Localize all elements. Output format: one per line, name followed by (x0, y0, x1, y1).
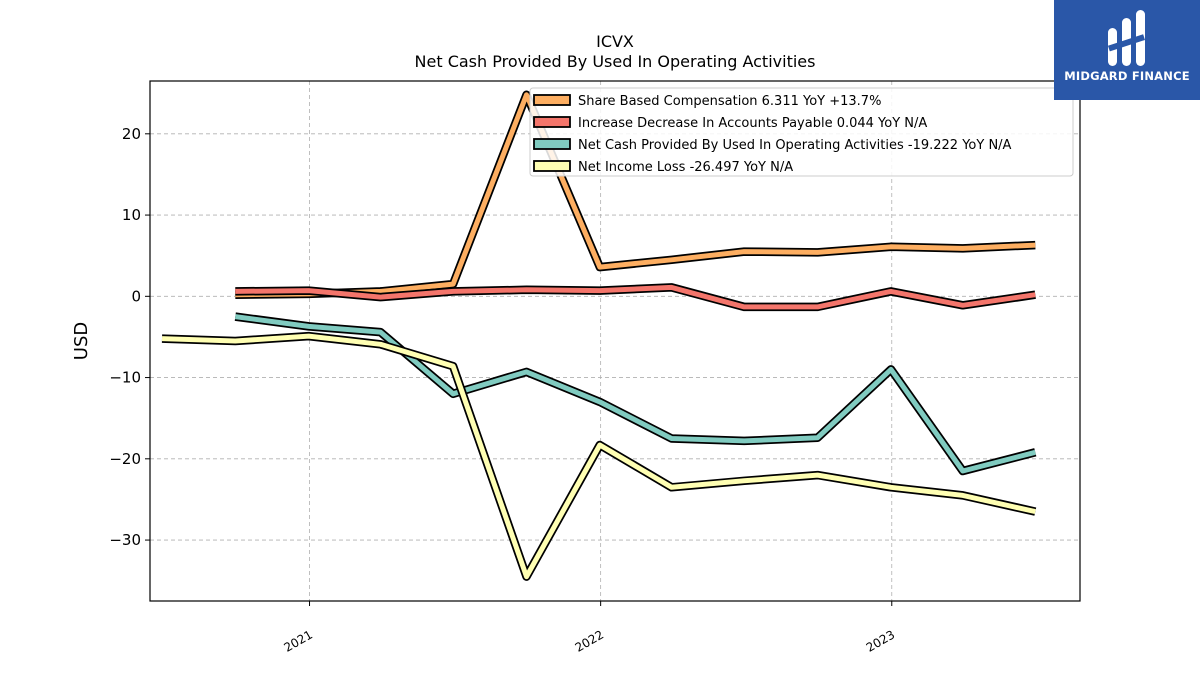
series-net-cash-provided-by-used-in-operating-activities (234, 312, 1037, 476)
legend-swatch (533, 160, 571, 172)
y-axis: 20 10 0 −10 −20 −30 (109, 125, 150, 549)
legend-label: Share Based Compensation 6.311 YoY +13.7… (578, 94, 881, 109)
y-tick-label: 10 (122, 206, 141, 224)
y-tick-label: 0 (131, 287, 141, 305)
y-axis-label: USD (71, 322, 92, 360)
series-net-income-loss (161, 331, 1037, 581)
series-line (234, 314, 1036, 474)
legend-label: Net Cash Provided By Used In Operating A… (578, 138, 1012, 153)
legend: Share Based Compensation 6.311 YoY +13.7… (529, 87, 1074, 177)
y-tick-label: −10 (109, 369, 141, 387)
y-tick-label: −20 (109, 450, 141, 468)
y-tick-label: 20 (122, 125, 141, 143)
legend-item: Net Income Loss -26.497 YoY N/A (533, 160, 793, 175)
chart-title: ICVX (596, 32, 634, 51)
legend-label: Net Income Loss -26.497 YoY N/A (578, 160, 793, 175)
midgard-finance-logo: MIDGARD FINANCE (1054, 0, 1200, 100)
series-line (161, 333, 1036, 580)
legend-box (529, 87, 1074, 177)
legend-swatch (533, 94, 571, 106)
x-tick-label: 2022 (573, 627, 606, 654)
legend-item: Share Based Compensation 6.311 YoY +13.7… (533, 94, 881, 109)
x-tick-label: 2023 (864, 627, 897, 654)
legend-swatch (533, 138, 571, 150)
logo-text: MIDGARD FINANCE (1064, 69, 1190, 83)
x-tick-label: 2021 (282, 627, 315, 654)
y-tick-label: −30 (109, 531, 141, 549)
plot-area-frame (149, 80, 1081, 602)
series-line (235, 284, 1036, 310)
series-outline (161, 331, 1037, 581)
legend-label: Increase Decrease In Accounts Payable 0.… (578, 116, 927, 131)
series-lines (161, 90, 1037, 581)
legend-item: Increase Decrease In Accounts Payable 0.… (533, 116, 927, 131)
midgard-logo-mark-icon (1107, 10, 1145, 66)
legend-swatch (533, 116, 571, 128)
legend-item: Net Cash Provided By Used In Operating A… (533, 138, 1012, 153)
series-increase-decrease-in-accounts-payable (235, 283, 1036, 312)
x-axis: 2021 2022 2023 (282, 601, 897, 655)
chart-subtitle: Net Cash Provided By Used In Operating A… (415, 52, 816, 71)
